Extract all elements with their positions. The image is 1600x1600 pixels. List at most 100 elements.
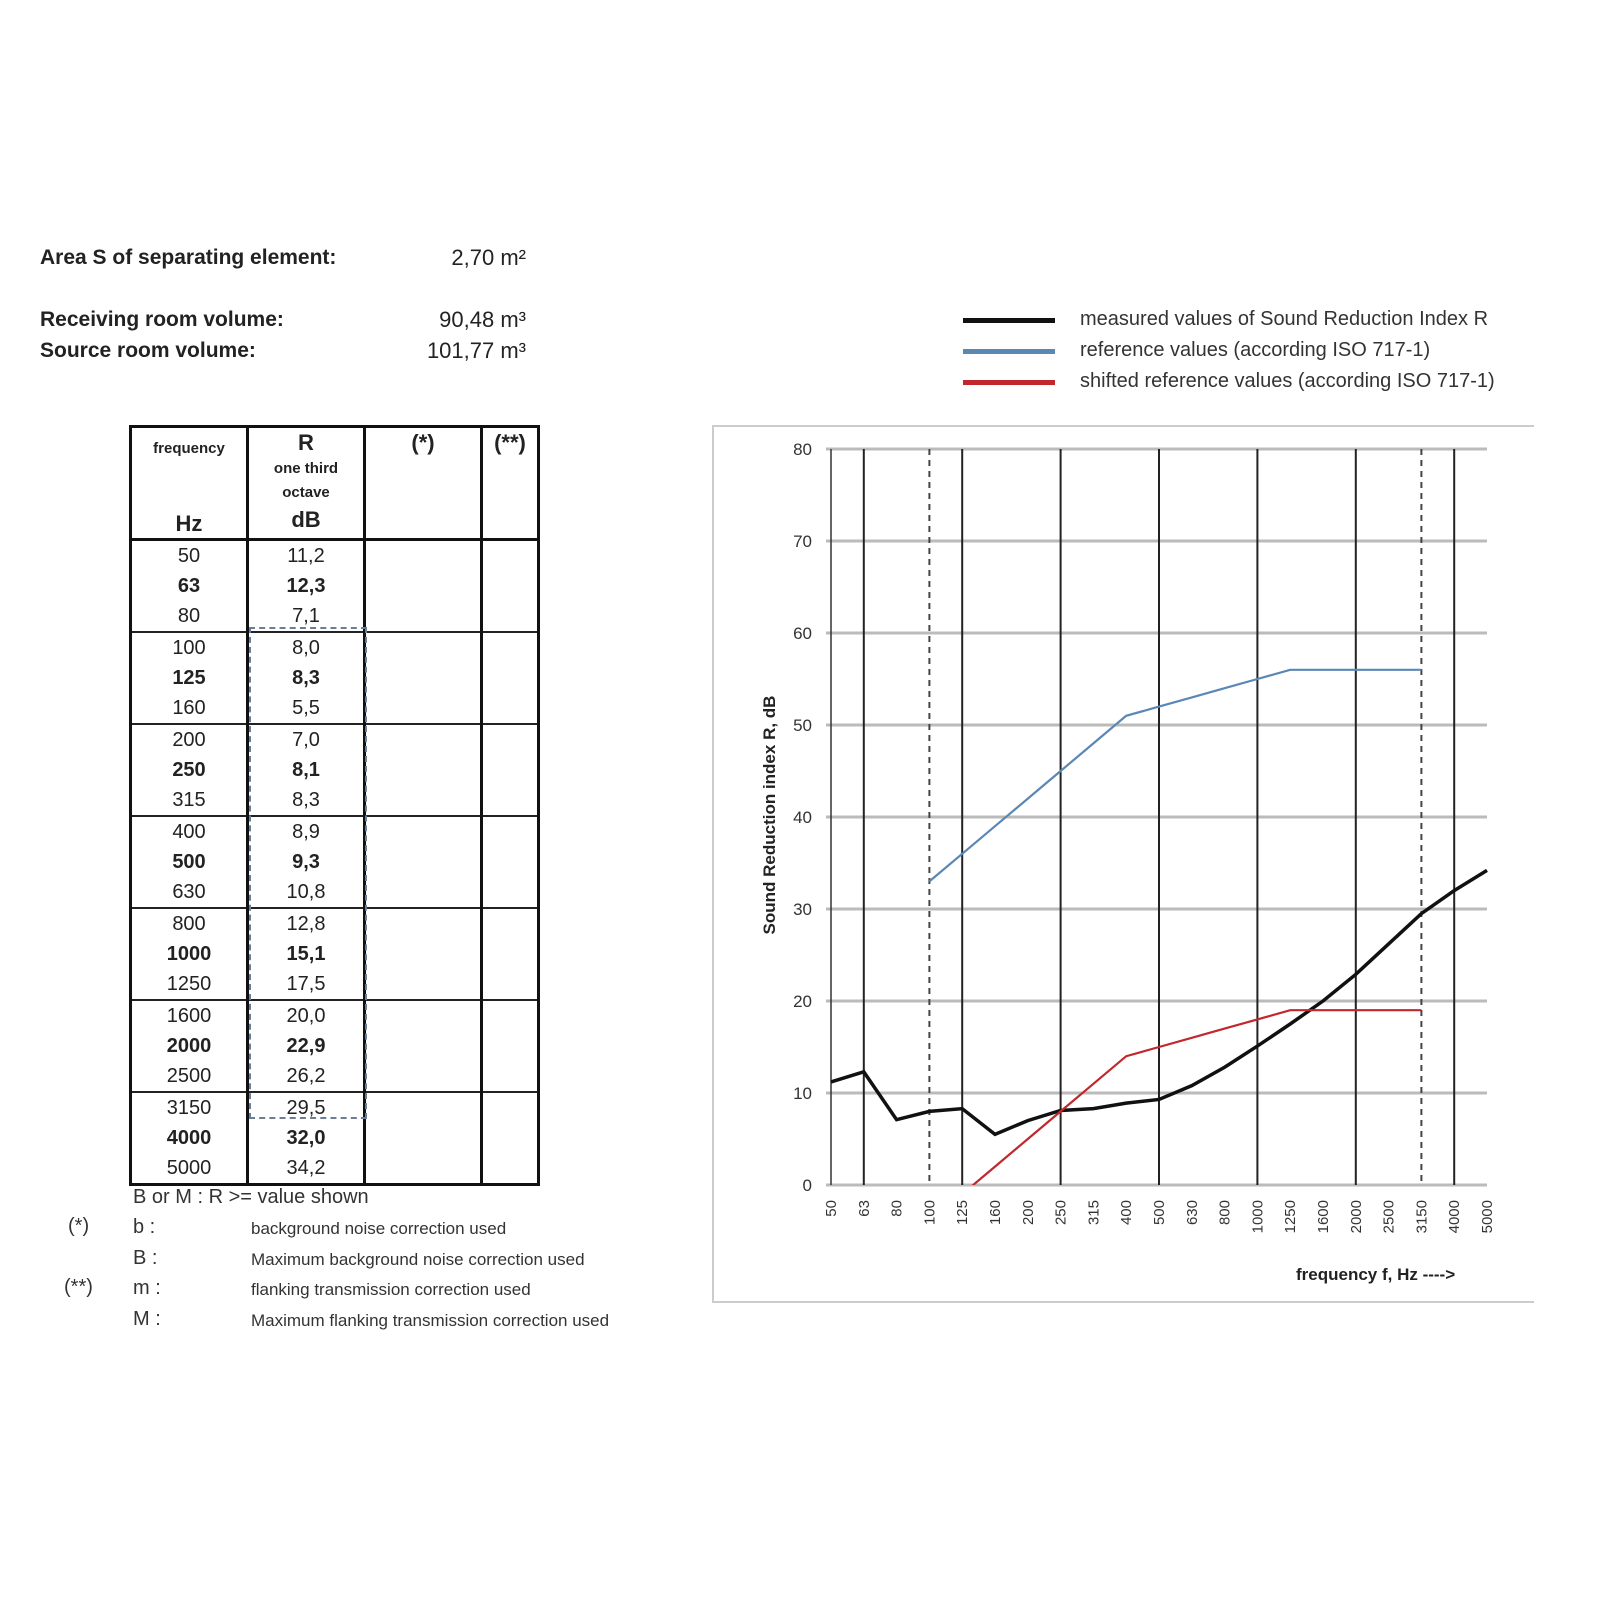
frequency-cell: 50 <box>129 539 249 571</box>
frequency-cell: 630 <box>129 877 249 909</box>
frequency-cell: 63 <box>129 571 249 601</box>
flanking-cell <box>480 632 540 663</box>
x-tick-label: 80 <box>889 1200 906 1217</box>
flanking-cell <box>480 1000 540 1031</box>
flanking-cell <box>480 571 540 601</box>
r-value-cell: 20,0 <box>246 1000 366 1031</box>
receiving-volume-value: 90,48 m³ <box>439 307 526 332</box>
y-tick-label: 0 <box>803 1176 812 1195</box>
r-value-cell: 32,0 <box>246 1123 366 1153</box>
frequency-cell: 3150 <box>129 1092 249 1123</box>
correction-cell <box>363 908 483 939</box>
flanking-cell <box>480 1153 540 1185</box>
y-tick-label: 80 <box>793 440 812 459</box>
correction-cell <box>363 877 483 909</box>
legend-label: shifted reference values (according ISO … <box>1080 370 1495 392</box>
x-tick-label: 800 <box>1217 1200 1234 1225</box>
table-row: 250 8,1 <box>129 755 540 785</box>
x-tick-label: 50 <box>823 1200 840 1217</box>
r-value-cell: 15,1 <box>246 939 366 969</box>
table-row: 200 7,0 <box>129 724 540 755</box>
frequency-cell: 400 <box>129 816 249 847</box>
table-row: 800 12,8 <box>129 908 540 939</box>
table-row: 2000 22,9 <box>129 1031 540 1061</box>
table-row: 160 5,5 <box>129 693 540 725</box>
frequency-cell: 250 <box>129 755 249 785</box>
y-tick-label: 20 <box>793 992 812 1011</box>
correction-cell <box>363 1123 483 1153</box>
flanking-cell <box>480 908 540 939</box>
frequency-cell: 1000 <box>129 939 249 969</box>
flanking-cell <box>480 1092 540 1123</box>
flanking-cell <box>480 755 540 785</box>
flanking-cell <box>480 939 540 969</box>
receiving-volume-label: Receiving room volume: <box>40 308 284 331</box>
y-tick-label: 40 <box>793 808 812 827</box>
r-value-cell: 8,3 <box>246 663 366 693</box>
table-row: 4000 32,0 <box>129 1123 540 1153</box>
table-row: 5000 34,2 <box>129 1153 540 1185</box>
correction-cell <box>363 1153 483 1185</box>
frequency-cell: 4000 <box>129 1123 249 1153</box>
flanking-cell <box>480 877 540 909</box>
series-line-reference <box>928 668 1422 883</box>
flanking-cell <box>480 724 540 755</box>
footnote-code: B : <box>133 1246 158 1269</box>
r-value-cell: 5,5 <box>246 693 366 725</box>
chart-frame <box>712 425 1534 1303</box>
source-volume-label: Source room volume: <box>40 339 256 362</box>
x-tick-label: 200 <box>1020 1200 1037 1225</box>
frequency-cell: 800 <box>129 908 249 939</box>
y-tick-label: 10 <box>793 1084 812 1103</box>
frequency-cell: 5000 <box>129 1153 249 1185</box>
table-row: 500 9,3 <box>129 847 540 877</box>
table-row: 100 8,0 <box>129 632 540 663</box>
x-tick-label: 630 <box>1184 1200 1201 1225</box>
r-value-cell: 17,5 <box>246 969 366 1001</box>
x-tick-label: 63 <box>856 1200 873 1217</box>
footnote-text: Maximum flanking transmission correction… <box>251 1310 610 1330</box>
footnote-star1: (*) <box>68 1215 90 1237</box>
x-tick-label: 4000 <box>1446 1200 1463 1233</box>
x-tick-label: 1600 <box>1315 1200 1332 1233</box>
x-tick-label: 1250 <box>1282 1200 1299 1233</box>
footnote-code: b : <box>133 1216 156 1238</box>
legend-swatch <box>963 349 1055 354</box>
correction-cell <box>363 847 483 877</box>
x-tick-label: 1000 <box>1249 1200 1266 1233</box>
frequency-cell: 2000 <box>129 1031 249 1061</box>
x-tick-label: 100 <box>921 1200 938 1225</box>
flanking-cell <box>480 539 540 571</box>
source-volume-value: 101,77 m³ <box>426 338 526 363</box>
r-value-cell: 34,2 <box>246 1153 366 1185</box>
flanking-cell <box>480 816 540 847</box>
correction-cell <box>363 693 483 725</box>
x-tick-label: 2000 <box>1348 1200 1365 1233</box>
correction-cell <box>363 755 483 785</box>
flanking-cell <box>480 785 540 817</box>
correction-cell <box>363 1000 483 1031</box>
area-value: 2,70 m² <box>451 245 526 270</box>
flanking-cell <box>480 847 540 877</box>
frequency-cell: 125 <box>129 663 249 693</box>
table-row: 315 8,3 <box>129 785 540 817</box>
y-tick-label: 70 <box>793 532 812 551</box>
flanking-cell <box>480 663 540 693</box>
r-value-cell: 26,2 <box>246 1061 366 1093</box>
footnote-note: B or M : R >= value shown <box>133 1186 369 1208</box>
correction-cell <box>363 601 483 633</box>
header-frequency: frequency Hz <box>129 426 249 541</box>
r-value-cell: 11,2 <box>246 539 366 571</box>
correction-cell <box>363 939 483 969</box>
x-axis-label: frequency f, Hz ----> <box>1296 1265 1456 1284</box>
frequency-cell: 315 <box>129 785 249 817</box>
series-line-shifted-reference <box>971 1009 1422 1185</box>
footnote-text: flanking transmission correction used <box>251 1280 531 1299</box>
y-axis-label: Sound Reduction index R, dB <box>760 695 779 935</box>
footnote-code: M : <box>133 1307 161 1330</box>
r-value-cell: 12,3 <box>246 571 366 601</box>
table-row: 125 8,3 <box>129 663 540 693</box>
area-label: Area S of separating element: <box>40 246 337 269</box>
footnote-star2: (**) <box>64 1276 93 1298</box>
